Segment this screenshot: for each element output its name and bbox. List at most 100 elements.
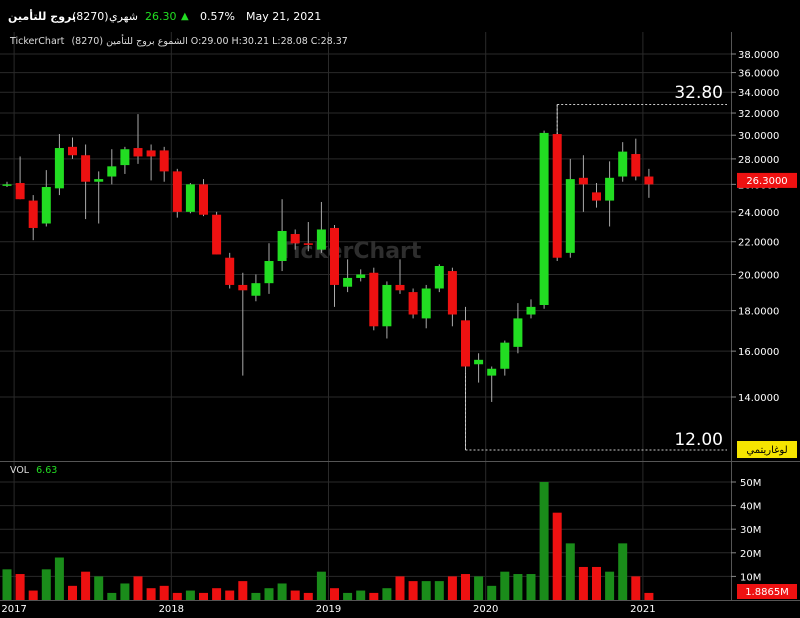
volume-axis[interactable]: 50M 40M 30M 20M 10M [731, 478, 761, 583]
candle-body [434, 265, 444, 289]
candle-body [565, 179, 575, 253]
volume-bar [434, 581, 444, 600]
candle-body [631, 154, 641, 177]
info-brand: TickerChart [9, 36, 65, 47]
candle-body [133, 148, 143, 157]
period-label[interactable]: شهري [109, 10, 138, 23]
last-price: 26.30 [145, 10, 177, 23]
volume-bar [330, 588, 339, 600]
candle-body [644, 176, 654, 185]
watermark: TickerChart [278, 239, 422, 264]
candle-body [461, 320, 470, 367]
volume-bar [539, 482, 549, 600]
candle-body [316, 229, 326, 250]
volume-bar [461, 574, 470, 600]
candle-body [356, 274, 366, 278]
info-ohlc: الشموع بروج للتأمين (8270) O:29.00 H:30.… [71, 34, 347, 47]
volume-bar [500, 571, 510, 600]
time-axis[interactable]: 2017 2018 2019 2020 2021 [1, 604, 655, 615]
change-percent: 0.57% [200, 10, 235, 23]
volume-tick-label: 10M [740, 572, 761, 583]
y-tick-label: 14.0000 [738, 393, 779, 404]
volume-bar [81, 571, 91, 600]
candle-body [185, 184, 195, 212]
volume-bar [605, 571, 615, 600]
candle-body [120, 149, 130, 166]
y-tick-label: 20.0000 [738, 270, 779, 281]
price-axis[interactable]: 38.0000 36.0000 34.0000 32.0000 30.0000 28.00… [731, 50, 779, 404]
candle-body [592, 192, 601, 201]
volume-bar [408, 581, 418, 600]
volume-bar [303, 592, 313, 600]
volume-bars [2, 482, 654, 600]
stock-name: بروج للتأمين [8, 10, 77, 23]
log-scale-label: لوغاريتمي [746, 445, 787, 456]
high-marker-label: 32.80 [674, 83, 723, 103]
volume-bar [264, 588, 274, 600]
volume-bar [41, 569, 51, 600]
candle-body [539, 132, 549, 305]
volume-bar [212, 588, 222, 600]
candle-body [238, 284, 248, 291]
candle-body [251, 283, 261, 296]
volume-bar [578, 566, 588, 600]
volume-bar [369, 592, 379, 600]
volume-bar [552, 512, 562, 600]
volume-bar [343, 592, 353, 600]
chart-grid [0, 32, 731, 600]
volume-bar [290, 590, 300, 600]
volume-bar [185, 590, 195, 600]
volume-bar [146, 588, 156, 600]
volume-bar [238, 581, 248, 600]
candle-body [81, 155, 91, 182]
up-arrow-icon: ▲ [181, 11, 189, 22]
y-tick-label: 38.0000 [738, 50, 779, 61]
candle-body [421, 288, 431, 319]
volume-bar [631, 576, 641, 600]
candle-body [513, 318, 523, 347]
y-tick-label: 28.0000 [738, 155, 779, 166]
candle-body [618, 151, 628, 177]
y-tick-label: 36.0000 [738, 69, 779, 80]
log-scale-button[interactable]: لوغاريتمي [737, 441, 797, 458]
volume-bar [107, 592, 117, 600]
candle-body [225, 257, 235, 285]
volume-bar [94, 576, 104, 600]
y-tick-label: 30.0000 [738, 131, 779, 142]
y-tick-label: 18.0000 [738, 307, 779, 318]
candle-body [369, 272, 379, 327]
candle-body [382, 284, 392, 327]
candle-body [605, 177, 615, 201]
last-volume-tag: 1.8865M [737, 584, 797, 599]
volume-bar [421, 581, 431, 600]
chart-info-line: TickerChart الشموع بروج للتأمين (8270) O… [9, 34, 348, 47]
volume-bar [644, 592, 654, 600]
candle-body [474, 359, 484, 365]
volume-bar [2, 569, 12, 600]
volume-bar [172, 592, 182, 600]
y-tick-label: 34.0000 [738, 88, 779, 99]
candle-body [107, 166, 117, 177]
y-tick-label: 24.0000 [738, 208, 779, 219]
volume-tick-label: 30M [740, 525, 761, 536]
volume-bar [199, 592, 208, 600]
low-marker-label: 12.00 [674, 430, 723, 450]
candle-body [526, 306, 536, 315]
candle-body [199, 184, 208, 215]
volume-bar [474, 576, 484, 600]
candle-body [578, 177, 588, 185]
x-tick-label: 2020 [473, 604, 498, 615]
candles [2, 104, 654, 450]
volume-bar [513, 574, 523, 600]
candle-body [487, 368, 497, 376]
x-tick-label: 2019 [316, 604, 341, 615]
candle-body [277, 230, 287, 262]
candle-body [15, 183, 25, 200]
candle-body [447, 271, 457, 315]
volume-bar [159, 585, 169, 600]
x-tick-label: 2018 [159, 604, 184, 615]
volume-bar [356, 590, 366, 600]
volume-bar [277, 583, 287, 600]
last-price-tag-label: 26.3000 [746, 176, 787, 187]
